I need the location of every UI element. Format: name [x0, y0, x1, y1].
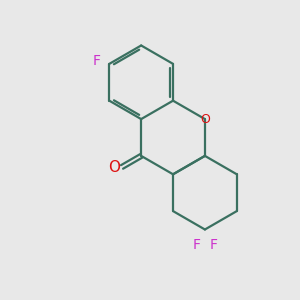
- Text: O: O: [108, 160, 120, 175]
- Text: O: O: [200, 112, 210, 126]
- Text: F: F: [193, 238, 201, 252]
- Text: F: F: [209, 238, 217, 252]
- Text: F: F: [92, 54, 101, 68]
